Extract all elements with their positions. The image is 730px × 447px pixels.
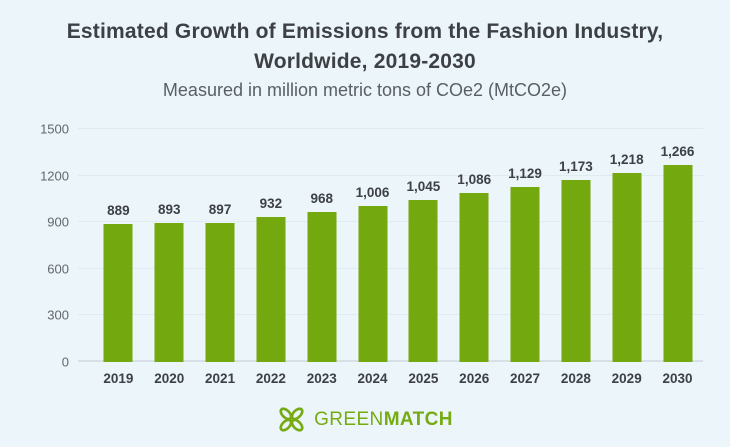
bar-value-label: 1,218 [609, 151, 644, 167]
x-axis-year-label: 2029 [611, 371, 642, 386]
y-axis-tick-label: 1200 [40, 168, 69, 184]
bar-column: 897 2021 [195, 129, 246, 386]
bar-column: 1,086 2026 [449, 129, 500, 386]
greenmatch-clover-icon [279, 407, 304, 432]
gridline [78, 314, 703, 316]
bar-columns: 889 2019 893 2020 897 2021 932 2022 968 2023 1,006… [93, 129, 703, 386]
gridline [78, 267, 703, 269]
y-axis-tick-label: 0 [61, 354, 69, 370]
bar-column: 932 2022 [245, 129, 296, 386]
chart-title-line1: Estimated Growth of Emissions from the F… [66, 20, 664, 43]
x-axis-year-label: 2027 [510, 371, 541, 386]
brand-text-green: GREEN [314, 408, 384, 430]
bar-2024 [358, 205, 388, 362]
bar-column: 1,266 2030 [652, 129, 703, 386]
bar-2028 [561, 179, 591, 362]
brand-footer: GREENMATCH [0, 405, 730, 434]
chart-title-line2: Worldwide, 2019-2030 [254, 50, 476, 73]
bar-value-label: 968 [310, 190, 333, 206]
x-axis-year-label: 2024 [357, 371, 388, 386]
x-axis-year-label: 2025 [408, 371, 439, 386]
bar-2021 [205, 222, 235, 362]
chart-header: Estimated Growth of Emissions from the F… [0, 0, 730, 103]
plot-area: 0 300 600 900 1200 1500 889 2019 893 2020 897 2021 9… [40, 122, 703, 386]
bar-2030 [663, 165, 693, 362]
bar-2026 [459, 193, 489, 362]
brand-text-match: MATCH [383, 408, 453, 430]
bar-2027 [510, 186, 540, 362]
bar-value-label: 932 [259, 196, 283, 212]
x-axis-year-label: 2021 [205, 371, 236, 386]
bar-2019 [103, 223, 133, 362]
bar-2029 [612, 172, 642, 362]
y-axis-tick-label: 300 [47, 307, 69, 323]
gridline [78, 128, 703, 129]
bar-value-label: 1,173 [558, 158, 593, 174]
bar-chart: 0 300 600 900 1200 1500 889 2019 893 2020 897 2021 9… [40, 122, 703, 386]
bar-column: 1,045 2025 [398, 129, 449, 386]
gridline [78, 174, 703, 176]
bar-value-label: 1,266 [660, 144, 695, 160]
greenmatch-wordmark: GREENMATCH [314, 409, 453, 431]
bar-column: 1,173 2028 [550, 129, 601, 386]
x-axis-baseline [78, 360, 703, 362]
bar-2025 [408, 199, 438, 362]
x-axis-year-label: 2019 [103, 371, 134, 386]
chart-title: Estimated Growth of Emissions from the F… [0, 17, 730, 77]
bar-column: 893 2020 [144, 129, 195, 386]
bar-2020 [154, 223, 184, 362]
bar-value-label: 897 [208, 201, 232, 217]
bar-value-label: 1,129 [508, 165, 542, 181]
bar-value-label: 1,086 [457, 172, 492, 188]
x-axis-year-label: 2022 [255, 371, 286, 386]
bar-column: 968 2023 [296, 129, 347, 386]
bar-2023 [307, 211, 337, 362]
x-axis-year-label: 2030 [662, 371, 693, 386]
x-axis-year-label: 2028 [560, 371, 591, 386]
x-axis-year-label: 2020 [154, 371, 185, 386]
bar-value-label: 1,006 [355, 184, 390, 200]
chart-subtitle: Measured in million metric tons of COe2 … [162, 80, 568, 100]
x-axis-year-label: 2023 [306, 371, 337, 386]
y-axis-tick-label: 900 [47, 214, 69, 230]
y-axis-tick-label: 600 [47, 261, 69, 277]
bar-value-label: 893 [157, 202, 181, 218]
y-axis-tick-label: 1500 [40, 121, 69, 137]
x-axis-year-label: 2026 [459, 371, 490, 386]
bar-column: 1,006 2024 [347, 129, 398, 386]
bar-column: 1,218 2029 [601, 129, 652, 386]
bar-value-label: 1,045 [406, 178, 441, 194]
bar-2022 [256, 217, 286, 362]
gridline [78, 221, 703, 223]
bar-value-label: 889 [107, 202, 130, 218]
bar-column: 1,129 2027 [500, 129, 551, 386]
bar-column: 889 2019 [93, 129, 144, 386]
